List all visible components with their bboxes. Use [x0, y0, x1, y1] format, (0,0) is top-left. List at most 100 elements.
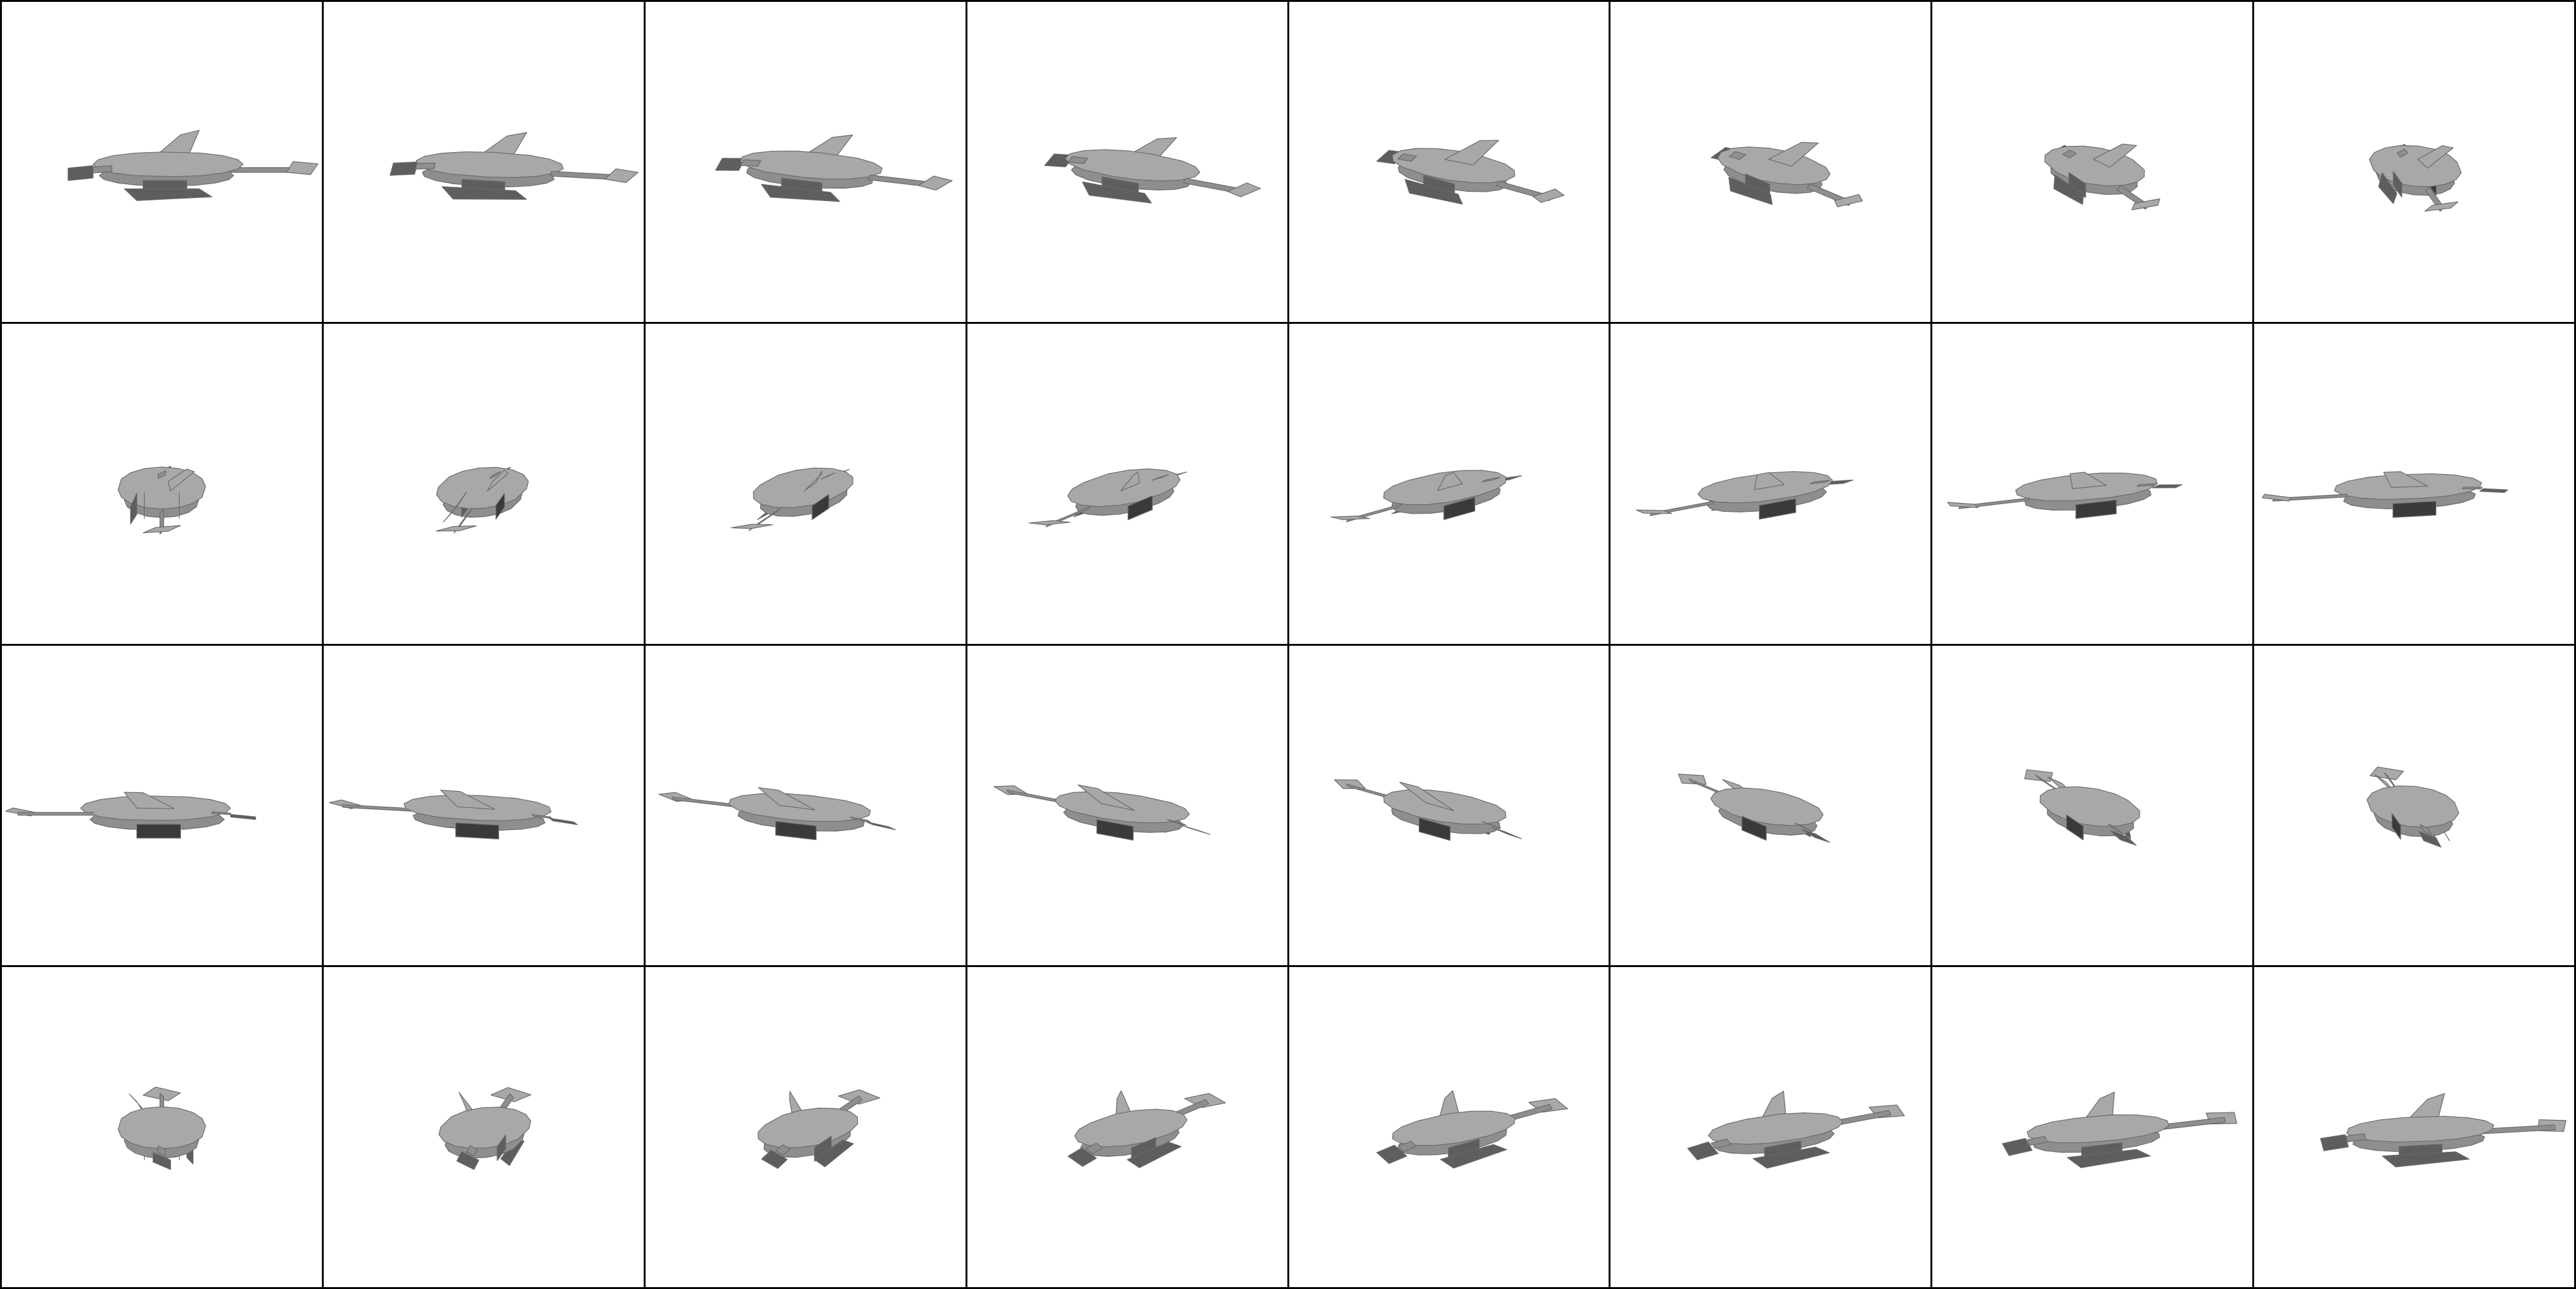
boom-wing — [142, 525, 181, 534]
ship-render — [2044, 143, 2161, 210]
boom-wing — [1636, 509, 1672, 514]
rear-pod-arm — [850, 816, 871, 822]
ship-render — [2366, 766, 2460, 847]
rear-pod-arm — [157, 470, 167, 479]
rear-pod — [2418, 831, 2442, 847]
ship-render — [658, 787, 896, 840]
rear-pod-arm — [466, 1145, 478, 1157]
rear-pod — [2002, 1138, 2033, 1156]
boom-wing — [2262, 494, 2291, 502]
rear-pod-arm — [739, 159, 761, 167]
engine-block — [2066, 814, 2084, 841]
rear-pod-arm — [2136, 483, 2158, 487]
rear-pod-arm — [820, 472, 836, 480]
ship-render — [435, 467, 529, 534]
ship-boom — [18, 812, 94, 815]
ventral-nacelle — [2378, 172, 2398, 204]
ventral-nacelle — [443, 491, 467, 522]
rear-pod — [865, 821, 896, 830]
rear-pod — [2320, 1134, 2349, 1152]
dorsal-fin — [1436, 472, 1463, 491]
ventral-nacelle — [2067, 1149, 2151, 1169]
rear-pod-arm — [775, 1144, 790, 1156]
ventral-nacelle — [1404, 179, 1463, 205]
frame-14 — [1610, 323, 1933, 646]
ship-render — [1376, 140, 1564, 205]
frame-28 — [967, 967, 1289, 1289]
rear-pod-arm — [1481, 476, 1501, 482]
rear-pod — [761, 1149, 788, 1169]
engine-block — [2075, 499, 2117, 519]
ship-hull — [1064, 149, 1200, 182]
rear-pod — [2110, 830, 2137, 846]
frame-23 — [1932, 645, 2255, 968]
ventral-nacelle — [1728, 177, 1773, 205]
rear-pod-arm — [1810, 479, 1831, 484]
ship-render — [1376, 1090, 1568, 1169]
rear-pod — [389, 161, 418, 176]
ship-render — [2320, 1093, 2567, 1167]
boom-wing — [2424, 201, 2459, 212]
frame-5 — [1289, 2, 1611, 324]
engine-block-side — [2393, 171, 2403, 198]
rear-pod — [715, 158, 746, 171]
rear-pod — [152, 1152, 172, 1171]
rear-pod — [456, 1151, 480, 1171]
rear-pod-arm — [157, 1146, 167, 1157]
dorsal-fin — [487, 469, 509, 492]
frame-24 — [2254, 645, 2576, 968]
engine-block — [495, 492, 505, 520]
rear-pod-arm — [1481, 821, 1501, 829]
ship-hull — [93, 152, 244, 177]
engine-block — [1127, 495, 1153, 520]
frame-16 — [2254, 323, 2576, 646]
ship-hull — [416, 151, 564, 179]
dorsal-fin — [1768, 142, 1819, 167]
engine-block — [1741, 815, 1767, 841]
ship-hull — [1074, 1109, 1187, 1147]
boom-wing — [918, 175, 953, 191]
boom-wing — [1330, 515, 1370, 520]
engine-block — [1443, 497, 1475, 520]
dorsal-fin — [1399, 781, 1454, 811]
rear-pod-arm — [1397, 153, 1417, 162]
dorsal-fin — [1754, 472, 1785, 490]
ventral-nacelle — [2053, 174, 2084, 205]
rear-pod-arm — [1151, 474, 1169, 481]
frame-26 — [323, 967, 646, 1289]
dorsal-fin — [803, 470, 822, 492]
boom-wing — [2024, 769, 2054, 782]
frame-25 — [2, 967, 324, 1289]
ship-hull — [2039, 786, 2141, 827]
engine-block — [2393, 500, 2436, 518]
rear-pod-arm — [93, 165, 113, 173]
rear-pod — [549, 817, 578, 825]
ship-hull — [1710, 787, 1824, 826]
rear-pod — [230, 814, 256, 820]
rear-pod-arm — [1166, 819, 1187, 826]
ship-render — [2369, 143, 2462, 212]
frame-22 — [1610, 645, 1933, 968]
rear-pod-arm — [2396, 148, 2409, 158]
ventral-nacelle — [1753, 1146, 1830, 1169]
dorsal-fin — [123, 791, 175, 809]
ship-hull — [1391, 1110, 1515, 1146]
ship-render — [1711, 142, 1863, 207]
dorsal-fin — [167, 468, 195, 491]
dorsal-fin — [440, 789, 495, 810]
frame-7 — [1932, 2, 2255, 324]
rear-pod — [1067, 1147, 1097, 1167]
engine-block-side — [497, 1134, 507, 1161]
rear-pod-arm — [1729, 151, 1746, 160]
engine-block-side — [2068, 172, 2086, 199]
ship-render — [117, 465, 206, 534]
engine-block — [136, 824, 181, 839]
frame-12 — [967, 323, 1289, 646]
boom-wing — [1227, 182, 1261, 197]
ship-hull — [2346, 1116, 2495, 1143]
ventral-nacelle — [2382, 1151, 2470, 1167]
rear-pod-arm — [2027, 1136, 2048, 1146]
ship-boom — [2272, 494, 2348, 502]
rear-pod — [1687, 1141, 1719, 1161]
ship-render — [1678, 773, 1831, 843]
